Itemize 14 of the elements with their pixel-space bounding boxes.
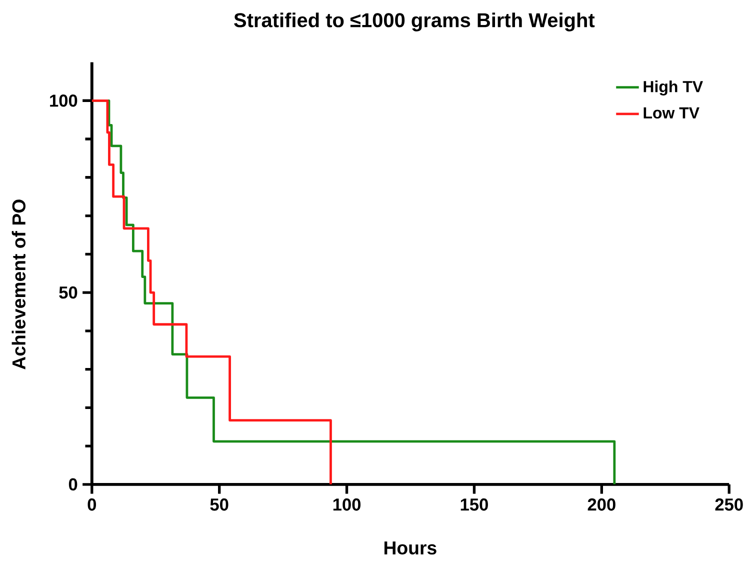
x-tick-label: 100	[333, 498, 361, 511]
x-tick-label: 200	[588, 498, 616, 511]
legend-label: High TV	[644, 80, 703, 96]
y-tick-label: 50	[59, 286, 78, 298]
y-axis-title: Achievement of PO	[12, 199, 26, 370]
x-tick-label: 50	[210, 498, 228, 511]
chart-title: Stratified to ≤1000 grams Birth Weight	[234, 12, 595, 32]
x-axis-title: Hours	[384, 541, 436, 554]
y-tick-label: 100	[50, 94, 78, 107]
legend-label: Low TV	[644, 107, 700, 118]
x-tick-label: 250	[715, 498, 743, 511]
x-tick-label: 150	[460, 498, 488, 511]
x-tick-label: 0	[88, 498, 96, 511]
y-tick-label: 0	[68, 478, 78, 490]
